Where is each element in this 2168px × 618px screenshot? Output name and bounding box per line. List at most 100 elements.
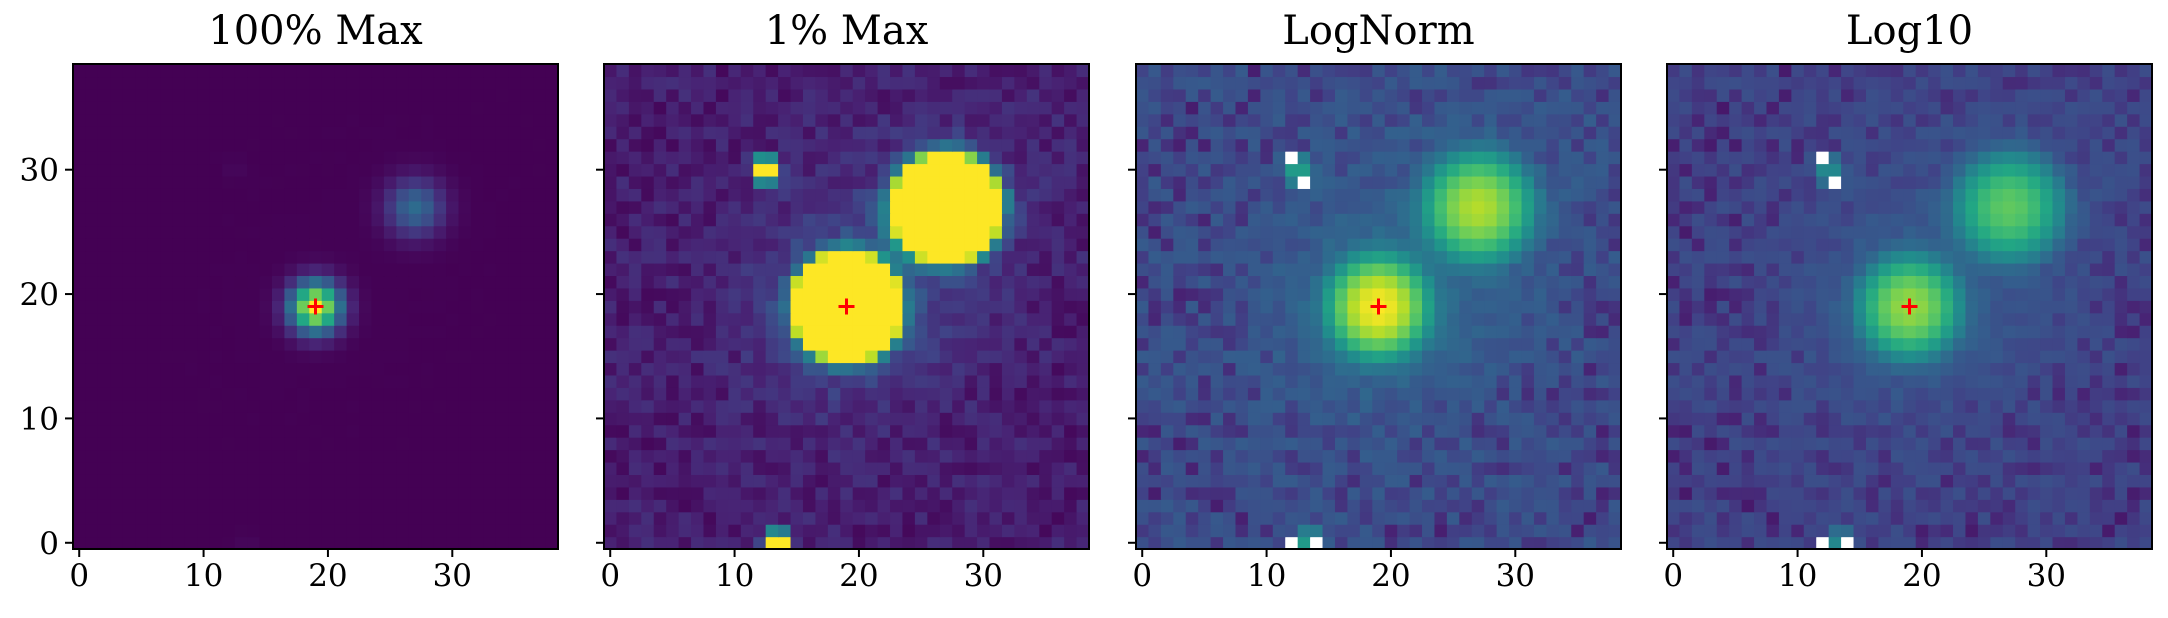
heatmap-cell (1064, 175, 1078, 189)
heatmap-cell (545, 499, 559, 513)
heatmap-cell (616, 250, 630, 264)
heatmap-cell (1039, 175, 1053, 189)
heatmap-cell (122, 524, 136, 538)
heatmap-cell (271, 374, 286, 388)
heatmap-cell (1754, 449, 1768, 463)
heatmap-cell (728, 437, 742, 451)
heatmap-cell (902, 250, 916, 264)
heatmap-cell (1571, 362, 1585, 376)
heatmap-cell (740, 300, 754, 314)
heatmap-cell (890, 350, 904, 364)
heatmap-cell (1754, 424, 1768, 438)
heatmap-cell (790, 175, 804, 189)
heatmap-cell (284, 151, 298, 165)
heatmap-cell (952, 325, 966, 339)
heatmap-cell (914, 524, 928, 538)
heatmap-cell (508, 511, 522, 525)
heatmap-cell (408, 374, 422, 388)
heatmap-cell (122, 362, 136, 376)
heatmap-cell (1583, 225, 1597, 239)
heatmap-cell (259, 225, 273, 239)
heatmap-cell (989, 511, 1003, 525)
heatmap-cell (1803, 524, 1817, 538)
heatmap-cell (778, 138, 792, 152)
heatmap-cell (1359, 387, 1373, 401)
heatmap-cell (678, 250, 692, 264)
heatmap-cell (1990, 461, 2004, 475)
heatmap-cell (85, 175, 99, 189)
heatmap-cell (939, 287, 953, 301)
heatmap-cell (1679, 511, 1693, 525)
heatmap-cell (666, 374, 680, 388)
heatmap-cell (1198, 138, 1212, 152)
heatmap-cell (234, 287, 248, 301)
heatmap-cell (1076, 175, 1090, 189)
heatmap-cell (73, 350, 87, 364)
heatmap-cell (483, 474, 497, 488)
heatmap-cell (122, 188, 136, 202)
heatmap-cell (1667, 437, 1681, 451)
heatmap-cell (927, 350, 941, 364)
heatmap-cell (1136, 461, 1150, 475)
heatmap-cell (1372, 101, 1386, 115)
heatmap-cell (765, 524, 779, 538)
heatmap-cell (1816, 524, 1830, 538)
heatmap-cell (533, 499, 547, 513)
heatmap-cell (740, 76, 754, 90)
heatmap-cell (334, 213, 348, 227)
heatmap-cell (1691, 461, 1705, 475)
heatmap-cell (359, 486, 373, 500)
heatmap-cell (1297, 287, 1311, 301)
heatmap-cell (1148, 76, 1162, 90)
heatmap-cell (877, 138, 891, 152)
heatmap-cell (1571, 461, 1585, 475)
heatmap-cell (1596, 213, 1610, 227)
heatmap-cell (666, 437, 680, 451)
heatmap-cell (184, 437, 198, 451)
heatmap-cell (371, 188, 385, 202)
heatmap-cell (1422, 312, 1436, 326)
heatmap-cell (1583, 175, 1597, 189)
heatmap-cell (1533, 337, 1547, 351)
heatmap-cell (852, 399, 866, 413)
heatmap-cell (85, 101, 99, 115)
heatmap-cell (678, 188, 692, 202)
heatmap-cell (1001, 76, 1015, 90)
heatmap-cell (1136, 337, 1150, 351)
heatmap-cell (1853, 524, 1867, 538)
heatmap-cell (259, 64, 273, 78)
heatmap-cell (1803, 536, 1817, 550)
heatmap-cell (1459, 126, 1473, 140)
heatmap-cell (815, 225, 829, 239)
heatmap-cell (1546, 461, 1560, 475)
heatmap-cell (222, 238, 236, 252)
heatmap-cell (508, 213, 522, 227)
heatmap-cell (533, 312, 547, 326)
heatmap-cell (964, 499, 978, 513)
heatmap-cell (1223, 350, 1237, 364)
heatmap-cell (1471, 325, 1485, 339)
heatmap-cell (309, 101, 323, 115)
heatmap-cell (1210, 200, 1224, 214)
heatmap-cell (765, 250, 779, 264)
heatmap-cell (147, 238, 161, 252)
heatmap-cell (740, 449, 754, 463)
heatmap-cell (927, 200, 941, 214)
heatmap-cell (520, 312, 534, 326)
heatmap-cell (1384, 437, 1398, 451)
heatmap-cell (1434, 138, 1448, 152)
heatmap-cell (840, 350, 854, 364)
heatmap-cell (197, 387, 211, 401)
heatmap-cell (1853, 486, 1867, 500)
heatmap-cell (296, 424, 310, 438)
heatmap-cell (122, 250, 136, 264)
heatmap-cell (1558, 275, 1572, 289)
heatmap-cell (1185, 250, 1199, 264)
heatmap-cell (470, 486, 484, 500)
heatmap-cell (840, 225, 854, 239)
heatmap-cell (827, 536, 841, 550)
heatmap-cell (914, 76, 928, 90)
heatmap-cell (1484, 325, 1498, 339)
heatmap-cell (1136, 474, 1150, 488)
heatmap-cell (1198, 238, 1212, 252)
